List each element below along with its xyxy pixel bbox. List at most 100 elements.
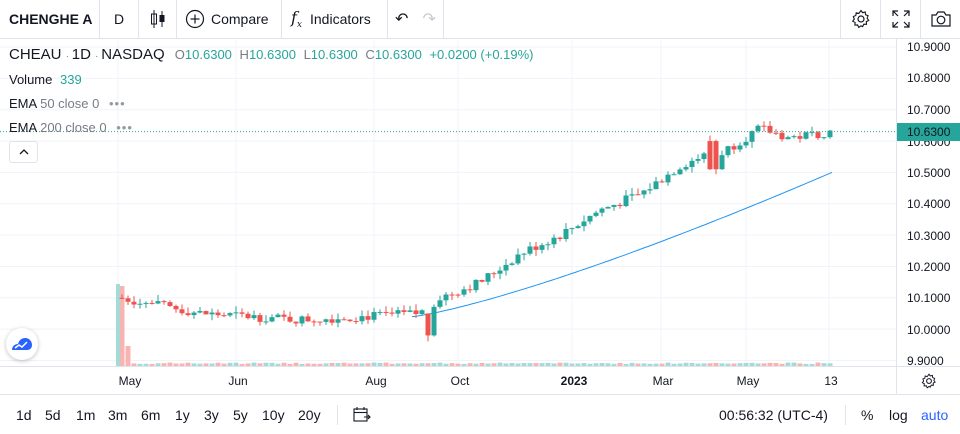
volume-bar xyxy=(317,363,323,366)
candle-body xyxy=(341,319,347,321)
volume-bar xyxy=(125,346,131,366)
range-6m[interactable]: 6m xyxy=(141,407,161,423)
volume-bar xyxy=(341,362,347,366)
range-10y[interactable]: 10y xyxy=(262,407,285,423)
time-axis[interactable]: May Jun Aug Oct 2023 Mar May 13 xyxy=(0,366,960,395)
collapse-legend-button[interactable] xyxy=(9,141,38,163)
symbol-label: CHENGHE A xyxy=(9,11,93,27)
range-5y[interactable]: 5y xyxy=(233,407,248,423)
candle-body xyxy=(809,132,815,134)
volume-bar xyxy=(575,363,581,366)
candle-body xyxy=(401,310,407,312)
candle-body xyxy=(119,297,125,299)
candle-body xyxy=(233,312,239,314)
candle-body xyxy=(161,301,167,303)
range-1d[interactable]: 1d xyxy=(16,407,32,423)
ema50-more-icon[interactable]: ••• xyxy=(108,96,126,111)
ema50-legend[interactable]: EMA 50 close 0 ••• xyxy=(9,96,126,111)
candle-body xyxy=(131,301,137,305)
price-axis[interactable]: 10.9000 10.8000 10.7000 10.6000 10.5000 … xyxy=(896,38,960,368)
volume-bar xyxy=(485,363,491,366)
range-3y[interactable]: 3y xyxy=(204,407,219,423)
candle-body xyxy=(707,141,713,170)
volume-bar xyxy=(635,363,641,366)
snapshot-button[interactable] xyxy=(920,0,960,38)
volume-bar xyxy=(275,363,281,366)
volume-bar xyxy=(395,363,401,366)
volume-bar xyxy=(137,363,143,366)
candle-body xyxy=(611,204,617,207)
fullscreen-button[interactable] xyxy=(880,0,920,38)
time-label: 13 xyxy=(824,374,838,388)
price-tick: 10.1000 xyxy=(907,291,951,305)
candle-body xyxy=(677,169,683,175)
range-20y[interactable]: 20y xyxy=(298,407,321,423)
volume-bar xyxy=(425,363,431,366)
candle-body xyxy=(455,294,461,296)
price-tick: 10.0000 xyxy=(907,323,951,337)
candle-body xyxy=(683,167,689,170)
price-tick: 10.3000 xyxy=(907,229,951,243)
volume-bar xyxy=(671,363,677,366)
candle-body xyxy=(539,245,545,250)
volume-bar xyxy=(431,363,437,366)
redo-icon[interactable]: ↷ xyxy=(422,11,436,28)
volume-bar xyxy=(143,363,149,366)
candle-body xyxy=(293,321,299,324)
range-1m[interactable]: 1m xyxy=(76,407,96,423)
price-tick: 10.4000 xyxy=(907,197,951,211)
volume-bar xyxy=(263,362,269,366)
candle-body xyxy=(395,310,401,314)
candles xyxy=(119,120,833,342)
price-tick: 10.5000 xyxy=(907,166,951,180)
volume-bar xyxy=(173,363,179,366)
volume-bar xyxy=(491,363,497,366)
candle-body xyxy=(269,317,275,322)
candle-body xyxy=(413,310,419,314)
time-label: May xyxy=(118,374,142,388)
ema200-more-icon[interactable]: ••• xyxy=(116,120,133,135)
volume-bar xyxy=(299,363,305,366)
interval-button[interactable]: D xyxy=(100,0,139,38)
candle-body xyxy=(725,146,731,156)
log-toggle[interactable]: log xyxy=(889,407,908,423)
low-label: L xyxy=(303,47,311,62)
indicators-button[interactable]: fx Indicators xyxy=(282,0,388,38)
candle-body xyxy=(443,294,449,301)
bottom-toolbar: 1d 5d 1m 3m 6m 1y 3y 5y 10y 20y 00:56:32… xyxy=(0,394,960,434)
tradingview-logo[interactable] xyxy=(6,328,38,360)
chevron-up-icon xyxy=(19,149,28,155)
volume-bar xyxy=(707,363,713,366)
percent-toggle[interactable]: % xyxy=(861,407,874,423)
auto-toggle[interactable]: auto xyxy=(921,407,949,423)
range-3m[interactable]: 3m xyxy=(108,407,128,423)
candle-body xyxy=(467,289,473,291)
candle-body xyxy=(827,130,833,138)
volume-bar xyxy=(653,363,659,366)
range-1y[interactable]: 1y xyxy=(175,407,190,423)
chart-pane[interactable] xyxy=(0,38,896,366)
settings-button[interactable] xyxy=(840,0,880,38)
axis-settings-button[interactable] xyxy=(896,367,960,395)
candle-body xyxy=(203,311,209,315)
candle-body xyxy=(347,319,353,322)
candle-body xyxy=(671,174,677,176)
clock[interactable]: 00:56:32 (UTC-4) xyxy=(719,407,828,423)
symbol-search-button[interactable]: CHENGHE A xyxy=(0,0,100,38)
undo-icon[interactable]: ↶ xyxy=(395,11,409,28)
open-value: 10.6300 xyxy=(184,47,232,62)
logo-icon xyxy=(12,338,32,350)
candle-body xyxy=(365,316,371,320)
candle-body xyxy=(527,246,533,254)
range-5d[interactable]: 5d xyxy=(45,407,61,423)
volume-bar xyxy=(449,363,455,366)
volume-bar xyxy=(401,363,407,366)
goto-date-button[interactable] xyxy=(352,405,372,425)
volume-legend: Volume 339 xyxy=(9,72,82,87)
volume-bar xyxy=(647,363,653,366)
candle-body xyxy=(653,181,659,190)
low-value: 10.6300 xyxy=(310,47,358,62)
chart-style-button[interactable] xyxy=(139,0,177,38)
ema200-legend[interactable]: EMA 200 close 0 ••• xyxy=(9,120,133,135)
compare-button[interactable]: Compare xyxy=(177,0,282,38)
